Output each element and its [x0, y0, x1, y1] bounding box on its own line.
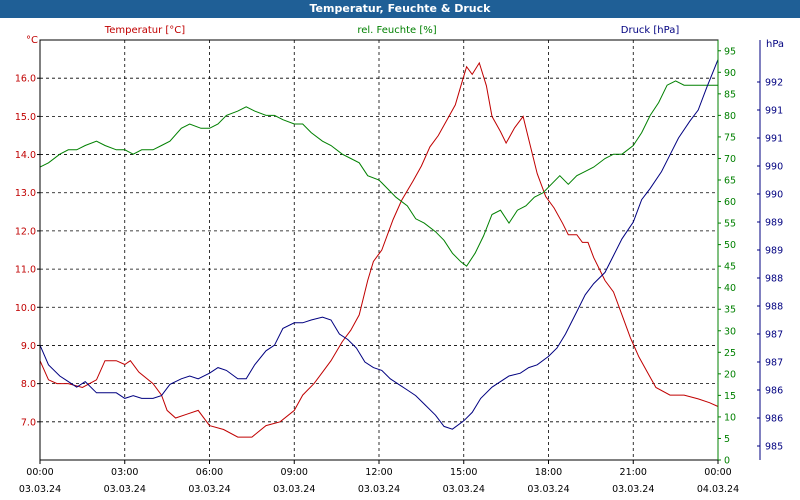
x-tick-date-label: 03.03.24 — [188, 484, 230, 495]
pressure-tick-label: 989 — [765, 218, 783, 229]
series-line — [39, 61, 719, 438]
series-name-label: Temperatur [°C] — [104, 25, 185, 36]
series-line — [39, 59, 719, 430]
x-tick-time-label: 21:00 — [620, 467, 647, 478]
temperature-tick-label: 8.0 — [21, 379, 36, 390]
pressure-tick-label: 990 — [765, 162, 783, 173]
chart-title: Temperatur, Feuchte & Druck — [0, 0, 800, 18]
chart-area: 7.0 8.0 9.0 10.0 11.0 12.0 13.0 14.0 15.0 16.0 °C 0… — [15, 25, 784, 495]
humidity-tick-label: 10 — [724, 412, 736, 423]
humidity-tick-label: 40 — [724, 283, 736, 294]
temperature-tick-label: 13.0 — [15, 188, 36, 199]
temperature-tick-label: 7.0 — [21, 417, 36, 428]
x-tick-time-label: 00:00 — [26, 467, 53, 478]
series-name-label: Druck [hPa] — [621, 25, 680, 36]
humidity-tick-label: 50 — [724, 240, 736, 251]
pressure-tick-label: 991 — [765, 106, 783, 117]
pressure-tick-label: 992 — [765, 78, 783, 89]
humidity-tick-label: 70 — [724, 154, 736, 165]
x-tick-date-label: 03.03.24 — [358, 484, 400, 495]
x-tick-time-label: 06:00 — [196, 467, 223, 478]
temperature-tick-label: 11.0 — [15, 265, 36, 276]
pressure-tick-label: 991 — [765, 134, 783, 145]
x-tick-date-label: 03.03.24 — [443, 484, 485, 495]
x-tick-time-label: 18:00 — [535, 467, 562, 478]
pressure-tick-label: 989 — [765, 246, 783, 257]
temperature-tick-label: 9.0 — [21, 341, 36, 352]
temperature-tick-label: 15.0 — [15, 112, 36, 123]
temperature-tick-label: 12.0 — [15, 226, 36, 237]
series-line — [39, 80, 718, 267]
humidity-tick-label: 60 — [724, 197, 736, 208]
humidity-tick-label: 80 — [724, 111, 736, 122]
x-tick-time-label: 12:00 — [365, 467, 392, 478]
pressure-tick-label: 986 — [765, 386, 783, 397]
humidity-tick-label: 20 — [724, 369, 736, 380]
temperature-tick-label: 16.0 — [15, 74, 36, 85]
humidity-tick-label: 30 — [724, 326, 736, 337]
x-tick-time-label: 15:00 — [450, 467, 477, 478]
pressure-tick-label: 985 — [765, 442, 783, 453]
x-tick-time-label: 09:00 — [281, 467, 308, 478]
x-tick-date-label: 03.03.24 — [19, 484, 61, 495]
series-name-label: rel. Feuchte [%] — [357, 25, 436, 36]
temperature-tick-label: 14.0 — [15, 150, 36, 161]
humidity-tick-label: 90 — [724, 68, 736, 79]
humidity-tick-label: 25 — [724, 348, 736, 359]
temperature-unit-label: °C — [26, 35, 38, 46]
humidity-tick-label: 0 — [724, 456, 730, 467]
humidity-tick-label: 65 — [724, 176, 736, 187]
x-tick-time-label: 03:00 — [111, 467, 138, 478]
humidity-tick-label: 85 — [724, 89, 736, 100]
humidity-tick-label: 15 — [724, 391, 736, 402]
x-tick-date-label: 03.03.24 — [527, 484, 569, 495]
pressure-tick-label: 988 — [765, 302, 783, 313]
pressure-tick-label: 988 — [765, 274, 783, 285]
pressure-tick-label: 987 — [765, 330, 783, 341]
x-tick-date-label: 04.03.24 — [697, 484, 739, 495]
humidity-tick-label: 45 — [724, 262, 736, 273]
humidity-tick-label: 55 — [724, 219, 736, 230]
humidity-tick-label: 35 — [724, 305, 736, 316]
x-tick-date-label: 03.03.24 — [612, 484, 654, 495]
pressure-unit-label: hPa — [766, 39, 784, 50]
x-tick-date-label: 03.03.24 — [273, 484, 315, 495]
humidity-tick-label: 75 — [724, 132, 736, 143]
humidity-tick-label: 5 — [724, 434, 730, 445]
humidity-tick-label: 95 — [724, 46, 736, 57]
pressure-tick-label: 986 — [765, 414, 783, 425]
temperature-tick-label: 10.0 — [15, 303, 36, 314]
x-tick-date-label: 03.03.24 — [104, 484, 146, 495]
pressure-tick-label: 990 — [765, 190, 783, 201]
pressure-tick-label: 987 — [765, 358, 783, 369]
x-tick-time-label: 00:00 — [704, 467, 731, 478]
